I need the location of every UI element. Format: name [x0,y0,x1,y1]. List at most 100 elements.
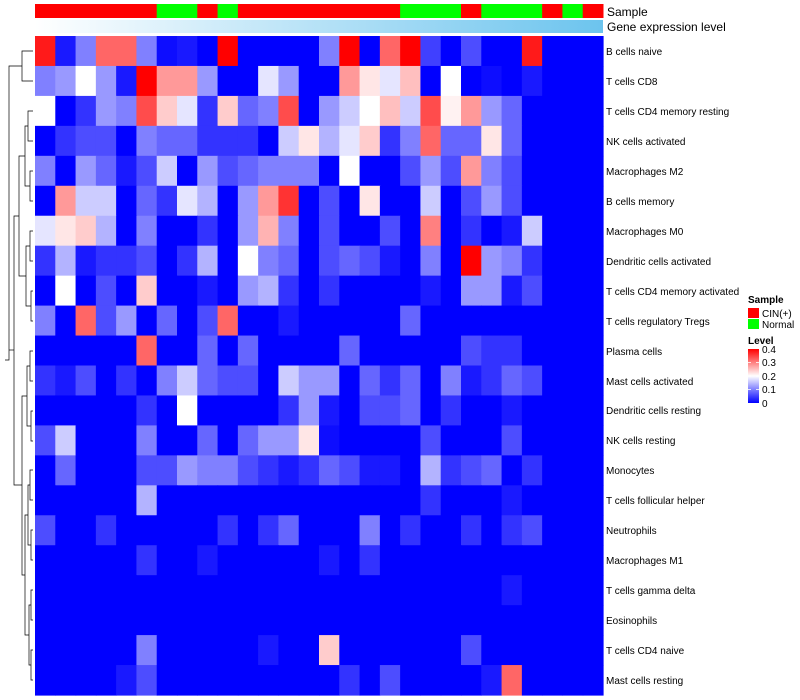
heatmap-cell [542,485,564,516]
heatmap-cell [177,36,198,67]
heatmap-cell [582,365,604,397]
heatmap-cell [440,245,462,277]
row-label: B cells naive [606,47,663,58]
heatmap-cell [400,665,422,696]
heatmap-cell [95,575,117,606]
heatmap-cell [35,155,56,187]
heatmap-cell [75,305,97,337]
heatmap-cell [278,65,300,97]
heatmap-cell [542,245,564,277]
heatmap-cell [95,275,117,307]
level-tick: 0.1 [762,385,776,396]
heatmap-cell [35,395,56,426]
heatmap-cell [359,185,381,217]
row-label: Neutrophils [606,526,657,537]
heatmap-cell [237,95,259,127]
heatmap-cell [116,575,138,606]
heatmap-cell [501,36,523,67]
heatmap-cell [75,125,97,157]
heatmap-cell [481,36,503,67]
heatmap-cell [562,155,584,187]
heatmap-cell [217,155,239,187]
heatmap-cell [319,395,340,426]
heatmap-cell [177,545,198,576]
heatmap-cell [116,275,138,307]
heatmap-cell [501,485,523,516]
heatmap-cell [440,575,462,606]
heatmap-cell [582,425,604,456]
heatmap-cell [542,95,564,127]
heatmap-cell [359,665,381,696]
heatmap-cell [156,305,178,337]
heatmap-cell [116,605,138,636]
heatmap-cell [461,215,482,247]
heatmap-cell [521,545,543,576]
heatmap-cell [217,95,239,127]
heatmap-cell [156,575,178,606]
heatmap-cell [298,635,320,666]
row-label: T cells regulatory Tregs [606,317,710,328]
heatmap-cell [319,575,340,606]
heatmap-cell [359,545,381,576]
heatmap-cell [35,335,56,367]
heatmap-cell [217,245,239,277]
heatmap-cell [177,95,198,127]
heatmap-cell [501,395,523,426]
heatmap-cell [481,395,503,426]
heatmap-cell [501,245,523,277]
heatmap-cell [75,545,97,576]
heatmap-cell [420,545,442,576]
heatmap-cell [359,605,381,636]
heatmap-cell [136,155,158,187]
heatmap-cell [339,575,361,606]
heatmap-cell [258,425,280,456]
heatmap-cell [481,365,503,397]
heatmap-cell [258,65,280,97]
heatmap-cell [542,65,564,97]
heatmap-cell [359,275,381,307]
heatmap-cell [237,155,259,187]
heatmap-cell [501,365,523,397]
heatmap-cell [116,515,138,546]
heatmap-cell [582,635,604,666]
heatmap-cell [420,125,442,157]
heatmap-cell [319,125,340,157]
heatmap-cell [562,575,584,606]
heatmap-cell [420,65,442,97]
heatmap-cell [75,365,97,397]
heatmap-cell [562,665,584,696]
heatmap-cell [400,575,422,606]
heatmap-cell [521,305,543,337]
heatmap-cell [521,36,543,67]
heatmap-cell [278,305,300,337]
heatmap-cell [400,335,422,367]
heatmap-cell [156,215,178,247]
heatmap-cell [177,635,198,666]
heatmap-cell [359,425,381,456]
heatmap-cell [298,125,320,157]
heatmap-cell [359,215,381,247]
heatmap-cell [319,95,340,127]
heatmap-cell [359,95,381,127]
heatmap-cell [95,335,117,367]
heatmap-cell [542,36,564,67]
heatmap-cell [177,395,198,426]
heatmap-cell [542,605,564,636]
heatmap-cell [319,515,340,546]
heatmap-cell [298,425,320,456]
heatmap-cell [339,65,361,97]
heatmap-cell [542,365,564,397]
heatmap-cell [400,305,422,337]
heatmap-cell [237,455,259,486]
level-colorbar [748,349,759,403]
heatmap-cell [521,575,543,606]
heatmap-cell [339,515,361,546]
heatmap-cell [521,185,543,217]
heatmap-cell [95,425,117,456]
heatmap-cell [75,665,97,696]
heatmap-cell [197,275,219,307]
heatmap-cell [400,155,422,187]
heatmap-cell [582,575,604,606]
heatmap-cell [217,635,239,666]
heatmap-cell [55,365,77,397]
